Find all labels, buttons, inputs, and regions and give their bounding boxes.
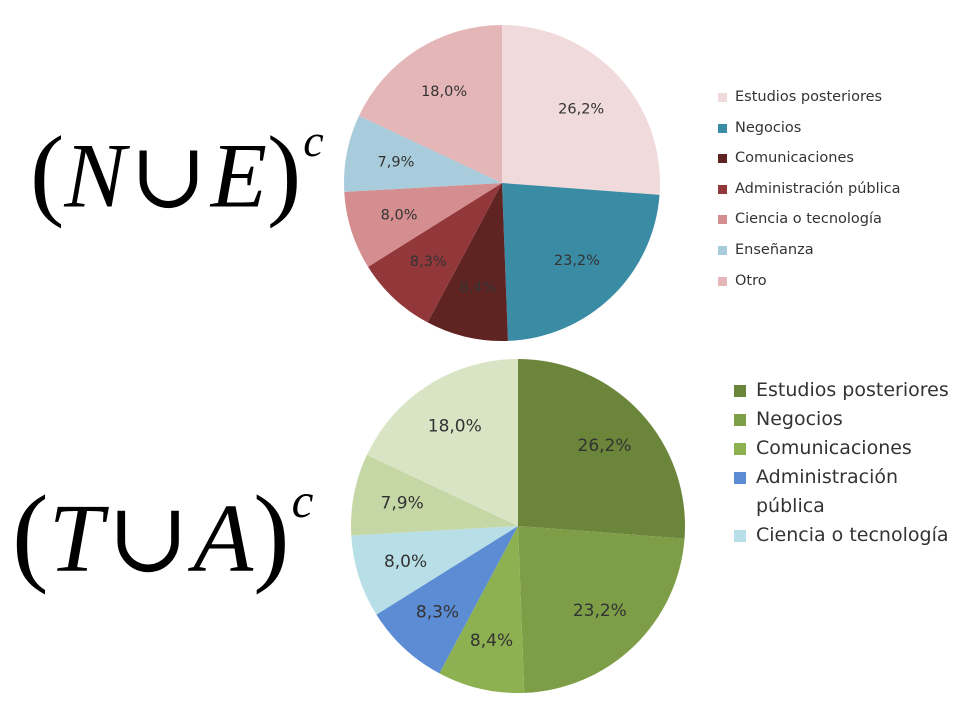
pie-slice — [344, 115, 502, 192]
pie-slice — [502, 25, 660, 195]
formula-t-union-a-complement: (T∪A)c — [12, 476, 313, 590]
legend-label: Comunicaciones — [756, 437, 912, 459]
legend-swatch — [718, 93, 727, 102]
formula-set-n: N — [64, 124, 126, 227]
legend-item: Administración pública — [718, 178, 948, 209]
slice-data-label: 8,4% — [459, 280, 496, 296]
legend-label: Comunicaciones — [735, 150, 854, 167]
legend-item: Estudios posteriores — [718, 86, 948, 117]
pie-slice — [344, 183, 502, 267]
legend-label: Estudios posteriores — [735, 89, 883, 105]
legend-item: Ciencia o tecnología — [734, 521, 954, 550]
legend-item: Enseñanza — [718, 239, 948, 270]
legend-swatch — [718, 276, 727, 286]
slice-data-label: 8,3% — [410, 254, 447, 270]
legend-label: Administración pública — [735, 180, 901, 197]
slice-data-label: 18,0% — [421, 84, 467, 100]
legend-label: Ciencia o tecnología — [735, 211, 882, 228]
slice-data-label: 26,2% — [558, 102, 604, 118]
legend-item: Negocios — [718, 117, 948, 148]
legend-swatch — [718, 123, 727, 133]
legend-label: Negocios — [756, 408, 843, 430]
formula-complement-superscript: c — [291, 473, 314, 528]
legend-swatch — [734, 385, 746, 397]
formula-set-t: T — [48, 484, 104, 593]
legend-label: Administración pública — [756, 466, 899, 517]
slice-data-label: 7,9% — [378, 154, 415, 170]
formula-complement-superscript: c — [303, 115, 324, 166]
formula-union-symbol: ∪ — [129, 124, 207, 227]
formula-set-a: A — [193, 484, 254, 593]
legend-swatch — [718, 245, 727, 255]
formula-open-paren: ( — [12, 472, 49, 595]
formula-close-paren: ) — [253, 472, 290, 595]
formula-close-paren: ) — [266, 115, 302, 230]
formula-n-union-e-complement: (N∪E)c — [30, 118, 324, 225]
formula-open-paren: ( — [30, 115, 65, 230]
legend-item: Comunicaciones — [718, 147, 948, 178]
legend-item: Administración pública — [734, 463, 954, 521]
legend-label: Ciencia o tecnología — [756, 524, 949, 546]
formula-union-symbol: ∪ — [107, 484, 190, 593]
legend-item: Negocios — [734, 405, 954, 434]
pie-slice — [368, 183, 502, 323]
formula-set-e: E — [210, 124, 267, 227]
legend-bottom: Estudios posteriores Negocios Comunicacion… — [734, 376, 954, 550]
legend-label: Otro — [735, 272, 767, 289]
legend-item: Comunicaciones — [734, 434, 954, 463]
legend-label: Enseñanza — [735, 241, 814, 258]
legend-top: Estudios posteriores Negocios Comunicacion… — [718, 86, 948, 300]
legend-swatch — [718, 154, 727, 164]
legend-swatch — [718, 184, 727, 194]
legend-swatch — [734, 530, 746, 542]
legend-item: Estudios posteriores — [734, 376, 954, 405]
legend-item: Otro — [718, 270, 948, 301]
legend-swatch — [734, 443, 746, 455]
legend-swatch — [718, 215, 727, 225]
slice-data-label: 8,0% — [381, 208, 418, 224]
legend-label: Negocios — [735, 119, 802, 136]
legend-label: Estudios posteriores — [756, 379, 949, 401]
pie-slice — [359, 24, 502, 183]
legend-swatch — [734, 414, 746, 426]
pie-slice — [427, 183, 508, 341]
legend-item: Ciencia o tecnología — [718, 208, 948, 239]
legend-swatch — [734, 472, 746, 484]
pie-slice — [502, 183, 660, 341]
slice-data-label: 23,2% — [554, 253, 600, 269]
